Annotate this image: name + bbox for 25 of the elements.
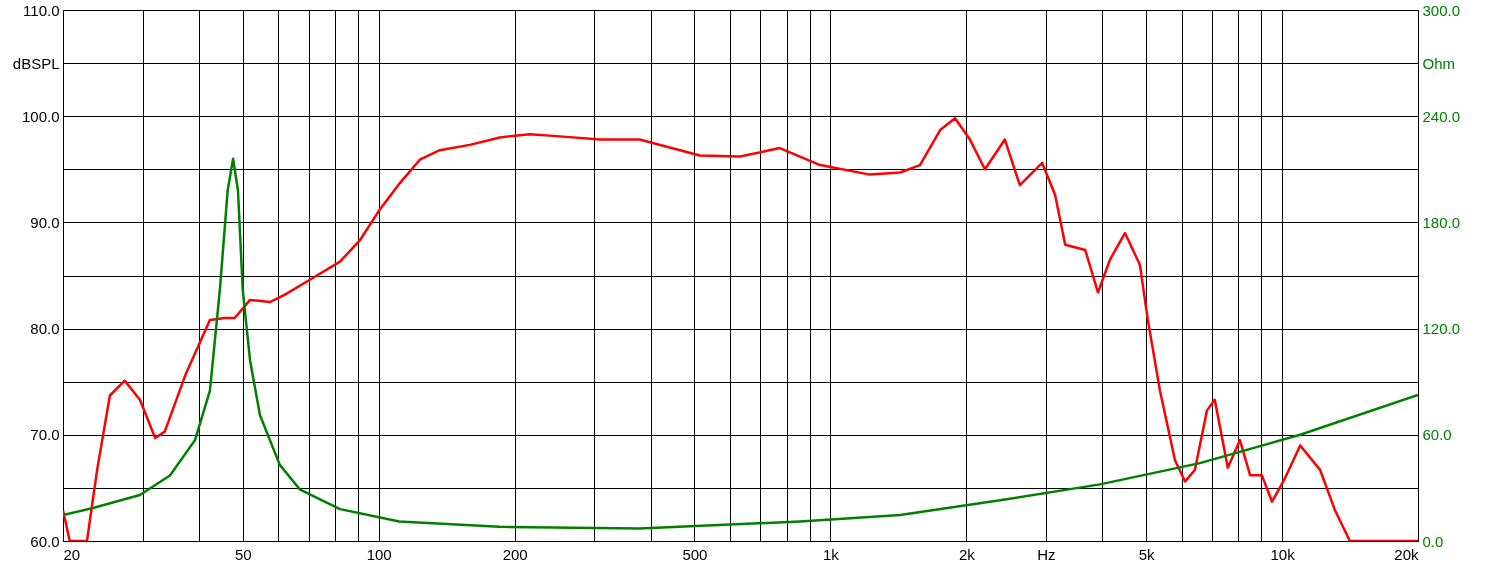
x-tick-label: 10k bbox=[1270, 545, 1296, 563]
y2-tick-label: 300.0 bbox=[1422, 1, 1461, 19]
y-tick-label: 80.0 bbox=[30, 320, 60, 338]
x-tick-label: 100 bbox=[366, 545, 392, 563]
y-tick-label: 90.0 bbox=[30, 213, 60, 231]
x-tick-label: 500 bbox=[682, 545, 708, 563]
y2-tick-label: 240.0 bbox=[1422, 107, 1461, 125]
x-tick-label: 200 bbox=[502, 545, 528, 563]
x-tick-label: 20 bbox=[63, 545, 81, 563]
y2-tick-label: Ohm bbox=[1422, 54, 1456, 72]
y2-tick-label: 180.0 bbox=[1422, 213, 1461, 231]
x-tick-label: 20k bbox=[1394, 545, 1419, 563]
x-tick-label: 1k bbox=[822, 545, 840, 563]
y-tick-label: dBSPL bbox=[12, 54, 60, 72]
y2-tick-label: 120.0 bbox=[1422, 320, 1461, 338]
y-tick-label: 100.0 bbox=[21, 107, 60, 125]
y-tick-label: 110.0 bbox=[23, 1, 60, 19]
x-tick-label: Hz bbox=[1037, 545, 1056, 563]
x-tick-label: 5k bbox=[1138, 545, 1155, 563]
y2-tick-label: 60.0 bbox=[1422, 426, 1452, 444]
y-tick-label: 60.0 bbox=[30, 532, 60, 550]
x-tick-label: 2k bbox=[958, 545, 976, 563]
y-tick-label: 70.0 bbox=[30, 426, 60, 444]
y2-tick-label: 0.0 bbox=[1422, 532, 1444, 550]
x-tick-label: 50 bbox=[234, 545, 252, 563]
